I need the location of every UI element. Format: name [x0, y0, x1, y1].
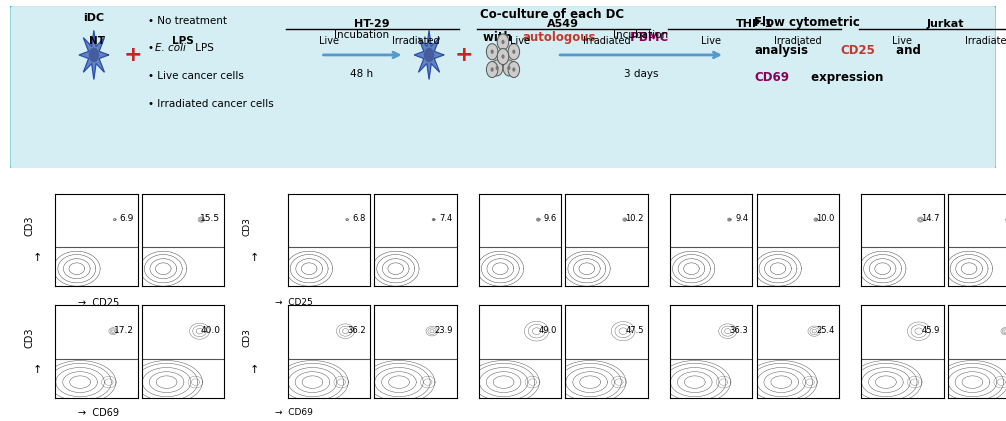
- Text: • Live cancer cells: • Live cancer cells: [148, 71, 244, 81]
- Text: 14.7: 14.7: [921, 214, 940, 223]
- Text: PBMC: PBMC: [626, 31, 668, 44]
- Text: 23.9: 23.9: [435, 326, 453, 335]
- Text: analysis: analysis: [754, 44, 809, 56]
- Ellipse shape: [497, 48, 509, 64]
- Text: autologous: autologous: [523, 31, 597, 44]
- Text: LPS: LPS: [172, 36, 194, 46]
- Text: ↑: ↑: [32, 365, 42, 375]
- Ellipse shape: [512, 50, 515, 54]
- Text: CD3: CD3: [243, 217, 252, 235]
- Ellipse shape: [507, 66, 510, 70]
- Text: 15.5: 15.5: [200, 214, 220, 223]
- Text: ↑: ↑: [32, 253, 42, 264]
- Text: +: +: [455, 45, 473, 65]
- Text: →  CD69: → CD69: [78, 408, 119, 418]
- Ellipse shape: [424, 48, 435, 62]
- Text: expression: expression: [807, 71, 883, 84]
- Ellipse shape: [501, 40, 505, 44]
- Text: Co-culture of each DC: Co-culture of each DC: [480, 8, 625, 21]
- FancyBboxPatch shape: [9, 5, 997, 170]
- Ellipse shape: [508, 61, 520, 77]
- Text: 47.5: 47.5: [626, 326, 644, 335]
- Text: 48 h: 48 h: [350, 69, 373, 80]
- Ellipse shape: [89, 48, 99, 62]
- Text: 6.8: 6.8: [353, 214, 366, 223]
- Text: →  CD25: → CD25: [275, 298, 313, 307]
- Text: 17.2: 17.2: [114, 326, 134, 335]
- Text: 36.2: 36.2: [347, 326, 366, 335]
- Text: Live: Live: [510, 36, 530, 46]
- Text: NT: NT: [89, 36, 105, 46]
- Text: +: +: [124, 45, 143, 65]
- Text: 9.4: 9.4: [735, 214, 748, 223]
- Text: •: •: [148, 43, 157, 53]
- Ellipse shape: [486, 44, 498, 60]
- Polygon shape: [414, 31, 444, 79]
- Text: HT-29: HT-29: [354, 19, 390, 29]
- Ellipse shape: [497, 34, 509, 50]
- Ellipse shape: [503, 60, 515, 76]
- Text: Live: Live: [892, 36, 912, 46]
- Text: 6.9: 6.9: [120, 214, 134, 223]
- Text: CD3: CD3: [24, 328, 34, 348]
- Text: ↑: ↑: [249, 253, 260, 264]
- Text: with: with: [483, 31, 516, 44]
- Text: and: and: [892, 44, 921, 56]
- Text: Irradiated: Irradiated: [965, 36, 1006, 46]
- Text: Irradiated: Irradiated: [774, 36, 822, 46]
- Text: 10.2: 10.2: [626, 214, 644, 223]
- Text: CD25: CD25: [840, 44, 875, 56]
- Text: THP-1: THP-1: [735, 19, 774, 29]
- Text: A549: A549: [547, 19, 579, 29]
- Polygon shape: [79, 31, 109, 79]
- Text: 25.4: 25.4: [817, 326, 835, 335]
- Text: LPS: LPS: [192, 43, 214, 53]
- Text: Irradiated: Irradiated: [391, 36, 440, 46]
- Text: 7.4: 7.4: [440, 214, 453, 223]
- Text: Live: Live: [319, 36, 339, 46]
- Ellipse shape: [496, 66, 499, 70]
- Text: CD69: CD69: [754, 71, 790, 84]
- Text: • No treatment: • No treatment: [148, 16, 227, 26]
- Text: 45.9: 45.9: [921, 326, 940, 335]
- Text: 40.0: 40.0: [200, 326, 220, 335]
- Text: 10.0: 10.0: [817, 214, 835, 223]
- Ellipse shape: [501, 54, 505, 59]
- Text: • Irradiated cancer cells: • Irradiated cancer cells: [148, 99, 274, 109]
- Text: 36.3: 36.3: [729, 326, 748, 335]
- Ellipse shape: [486, 61, 498, 77]
- Text: 49.0: 49.0: [539, 326, 557, 335]
- Text: →  CD69: → CD69: [275, 408, 313, 417]
- Text: Incubation: Incubation: [614, 30, 669, 40]
- Text: →  CD25: → CD25: [77, 298, 120, 308]
- Text: iDC: iDC: [83, 13, 105, 23]
- Ellipse shape: [491, 50, 494, 54]
- Text: CD3: CD3: [243, 328, 252, 347]
- Ellipse shape: [512, 67, 515, 72]
- Text: Irradiated: Irradiated: [582, 36, 631, 46]
- Text: Incubation: Incubation: [334, 30, 389, 40]
- Ellipse shape: [508, 44, 520, 60]
- Text: CD3: CD3: [24, 216, 34, 236]
- Text: 9.6: 9.6: [544, 214, 557, 223]
- Ellipse shape: [491, 67, 494, 72]
- Text: Flow cytometric: Flow cytometric: [754, 16, 860, 29]
- Ellipse shape: [491, 60, 503, 76]
- Text: E. coli: E. coli: [155, 43, 186, 53]
- Text: Jurkat: Jurkat: [927, 19, 965, 29]
- Text: Live: Live: [701, 36, 721, 46]
- Text: ↑: ↑: [249, 365, 260, 375]
- Text: 3 days: 3 days: [624, 69, 658, 80]
